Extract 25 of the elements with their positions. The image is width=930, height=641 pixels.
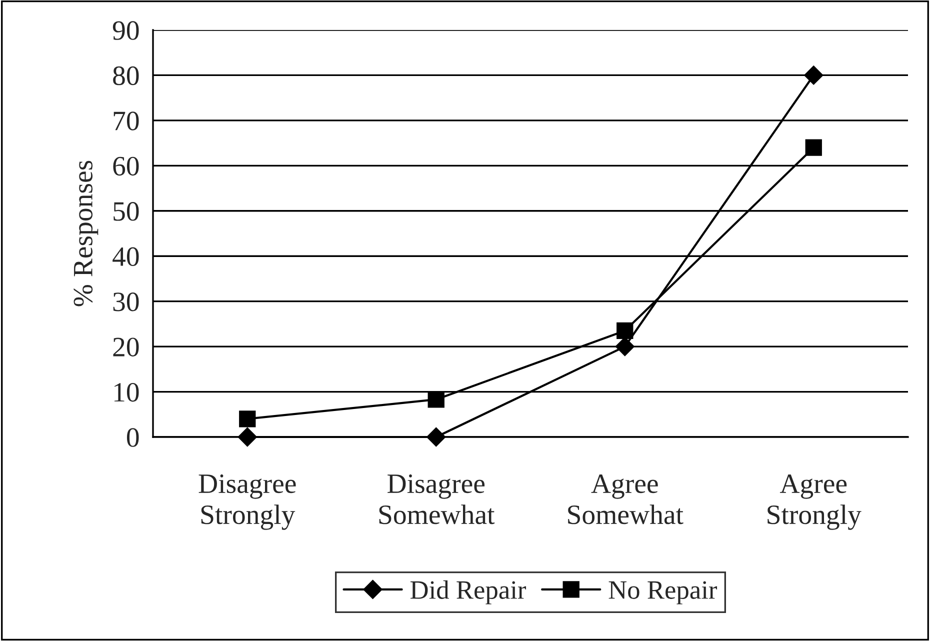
legend-label: Did Repair [410, 580, 526, 604]
point [616, 322, 634, 340]
y-tick-label: 60 [113, 156, 139, 176]
point [804, 66, 824, 85]
point [428, 391, 444, 408]
x-tick-label: Disagree Somewhat [379, 474, 495, 524]
y-tick-label: 80 [113, 66, 139, 86]
point [615, 337, 634, 356]
y-tick-label: 10 [114, 382, 139, 402]
y-tick-label: 40 [112, 247, 139, 266]
y-tick-label: 90 [112, 21, 139, 40]
x-tick-label: Agree Strongly [768, 474, 862, 530]
y-tick-label: 0 [126, 428, 139, 447]
y-axis-title: % Responses [74, 160, 98, 306]
y-tick-label: 50 [114, 202, 139, 221]
point [238, 427, 257, 447]
point [239, 410, 256, 428]
legend-label: No Repair [608, 581, 718, 604]
point [426, 427, 446, 447]
y-tick-label: 20 [113, 338, 139, 356]
y-tick-label: 30 [113, 292, 139, 312]
point [805, 139, 822, 156]
x-tick-label: Disagree Strongly [198, 474, 296, 530]
x-tick-label: Agree Somewhat [568, 474, 684, 524]
y-tick-label: 70 [114, 112, 139, 130]
